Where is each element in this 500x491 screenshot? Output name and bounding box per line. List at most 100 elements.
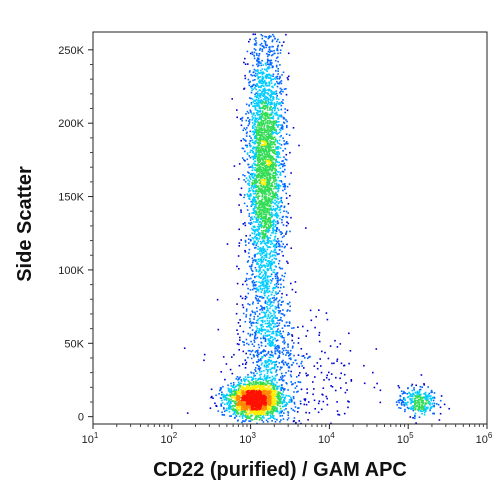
event-dot xyxy=(276,47,279,50)
event-dot xyxy=(254,351,257,353)
event-dot xyxy=(248,197,250,200)
event-dot xyxy=(266,256,268,259)
event-dot xyxy=(259,102,262,104)
event-dot xyxy=(263,112,266,115)
event-dot xyxy=(258,93,261,95)
event-dot xyxy=(258,200,260,203)
event-dot xyxy=(257,322,259,324)
event-dot xyxy=(273,390,276,393)
event-dot xyxy=(296,362,298,365)
event-dot xyxy=(271,201,273,203)
event-dot xyxy=(258,226,261,228)
event-dot xyxy=(282,164,285,166)
event-dot xyxy=(265,315,267,317)
event-dot xyxy=(262,282,264,284)
event-dot xyxy=(270,106,272,108)
event-dot xyxy=(412,409,415,412)
event-dot xyxy=(249,350,251,352)
event-dot xyxy=(258,204,260,207)
event-dot xyxy=(251,303,254,305)
event-dot xyxy=(350,380,353,382)
event-dot xyxy=(260,373,262,375)
event-dot xyxy=(264,177,266,180)
event-dot xyxy=(266,325,268,328)
event-dot xyxy=(260,134,263,137)
event-dot xyxy=(268,253,271,255)
event-dot xyxy=(274,418,276,420)
event-dot xyxy=(243,415,245,417)
event-dot xyxy=(282,116,285,119)
event-dot xyxy=(268,137,271,139)
event-dot xyxy=(278,152,280,154)
event-dot xyxy=(431,403,433,405)
event-dot xyxy=(270,112,273,114)
event-dot xyxy=(241,147,244,149)
event-dot xyxy=(262,174,264,177)
event-dot xyxy=(265,196,267,198)
event-dot xyxy=(252,237,255,240)
event-dot xyxy=(276,133,278,135)
event-dot xyxy=(282,389,285,391)
event-dot xyxy=(275,306,278,309)
event-dot xyxy=(275,178,277,181)
event-dot xyxy=(278,345,280,347)
event-dot xyxy=(271,400,273,402)
event-dot xyxy=(279,81,281,83)
event-dot xyxy=(267,165,269,168)
event-dot xyxy=(256,253,258,255)
event-dot xyxy=(275,120,278,122)
event-dot xyxy=(277,292,280,294)
event-dot xyxy=(398,399,400,402)
event-dot xyxy=(233,392,236,394)
event-dot xyxy=(276,197,279,200)
event-dot xyxy=(265,388,267,391)
event-dot xyxy=(269,265,272,267)
event-dot xyxy=(250,265,253,268)
event-dot xyxy=(246,342,248,345)
event-dot xyxy=(249,177,251,179)
event-dot xyxy=(281,232,283,234)
event-dot xyxy=(280,115,282,118)
event-dot xyxy=(273,299,275,302)
event-dot xyxy=(273,141,276,144)
event-dot xyxy=(267,160,270,162)
event-dot xyxy=(275,191,277,194)
event-dot xyxy=(261,84,264,87)
event-dot xyxy=(279,286,282,289)
event-dot xyxy=(277,300,279,303)
event-dot xyxy=(302,325,304,328)
event-dot xyxy=(273,244,275,246)
event-dot xyxy=(264,225,266,228)
event-dot xyxy=(249,353,252,356)
event-dot xyxy=(258,232,261,235)
event-dot xyxy=(255,411,258,414)
event-dot xyxy=(257,113,259,116)
event-dot xyxy=(264,279,267,281)
event-dot xyxy=(256,102,259,104)
event-dot xyxy=(270,80,272,82)
event-dot xyxy=(248,155,251,157)
event-dot xyxy=(281,301,283,303)
event-dot xyxy=(418,405,421,407)
event-dot xyxy=(290,381,292,383)
event-dot xyxy=(263,127,265,129)
event-dot xyxy=(273,109,276,112)
event-dot xyxy=(257,318,259,321)
event-dot xyxy=(243,378,245,380)
event-dot xyxy=(240,124,243,127)
event-dot xyxy=(280,135,282,137)
event-dot xyxy=(261,100,264,102)
event-dot xyxy=(281,414,284,417)
event-dot xyxy=(254,259,256,261)
event-dot xyxy=(282,102,284,104)
event-dot xyxy=(260,107,263,109)
event-dot xyxy=(271,227,274,229)
event-dot xyxy=(247,376,249,378)
event-dot xyxy=(263,308,266,310)
event-dot xyxy=(254,100,257,102)
event-dot xyxy=(411,383,414,386)
event-dot xyxy=(265,311,267,314)
event-dot xyxy=(266,289,268,292)
event-dot xyxy=(254,369,256,371)
event-dot xyxy=(276,77,279,80)
